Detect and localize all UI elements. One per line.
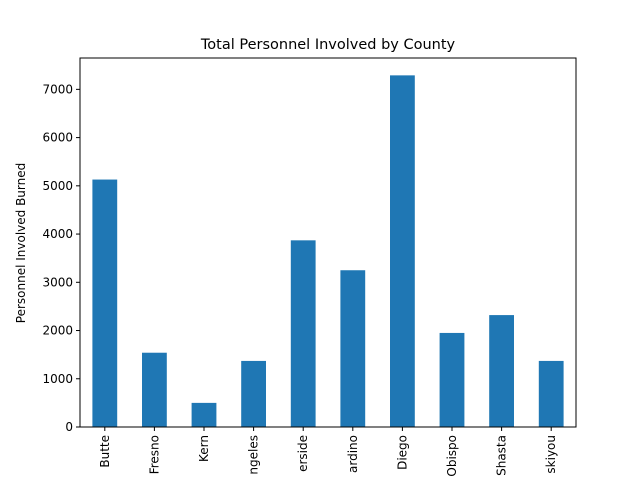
bar-diego xyxy=(390,75,415,428)
y-axis-label: Personnel Involved Burned xyxy=(14,163,28,323)
x-tick-label: Obispo xyxy=(445,435,459,477)
bar-ardino xyxy=(340,270,366,427)
x-tick-label: Shasta xyxy=(495,435,509,476)
x-tick-label: Fresno xyxy=(147,435,161,474)
x-tick-label: Kern xyxy=(197,435,211,462)
x-tick-label: Diego xyxy=(395,435,409,470)
bar-kern xyxy=(191,402,217,427)
y-tick-label: 6000 xyxy=(42,131,73,145)
x-tick-label: erside xyxy=(296,435,310,472)
y-tick-label: 1000 xyxy=(42,372,73,386)
y-tick-label: 5000 xyxy=(42,179,73,193)
bar-erside xyxy=(290,240,316,427)
y-tick-label: 2000 xyxy=(42,324,73,338)
y-tick-label: 4000 xyxy=(42,227,73,241)
bar-shasta xyxy=(489,315,514,427)
bar-obispo xyxy=(439,332,465,427)
x-tick-label: skiyou xyxy=(544,435,558,474)
bar-skiyou xyxy=(538,360,564,427)
bar-fresno xyxy=(142,352,167,427)
bar-ngeles xyxy=(241,360,266,427)
x-tick-label: Butte xyxy=(98,435,112,468)
bars-group xyxy=(92,75,564,428)
y-tick-label: 3000 xyxy=(42,275,73,289)
x-tick-label: ngeles xyxy=(247,435,261,475)
bar-butte xyxy=(92,179,118,427)
y-ticks-group: 0 1000 2000 3000 4000 5000 6000 7000 xyxy=(42,82,80,434)
y-tick-label: 7000 xyxy=(42,82,73,96)
x-ticks-group: Butte Fresno Kern ngeles erside ardino Diego Ob… xyxy=(98,427,558,477)
y-tick-label: 0 xyxy=(65,420,73,434)
chart-title: Total Personnel Involved by County xyxy=(200,37,456,53)
x-tick-label: ardino xyxy=(346,435,360,473)
plot-frame xyxy=(79,57,577,428)
